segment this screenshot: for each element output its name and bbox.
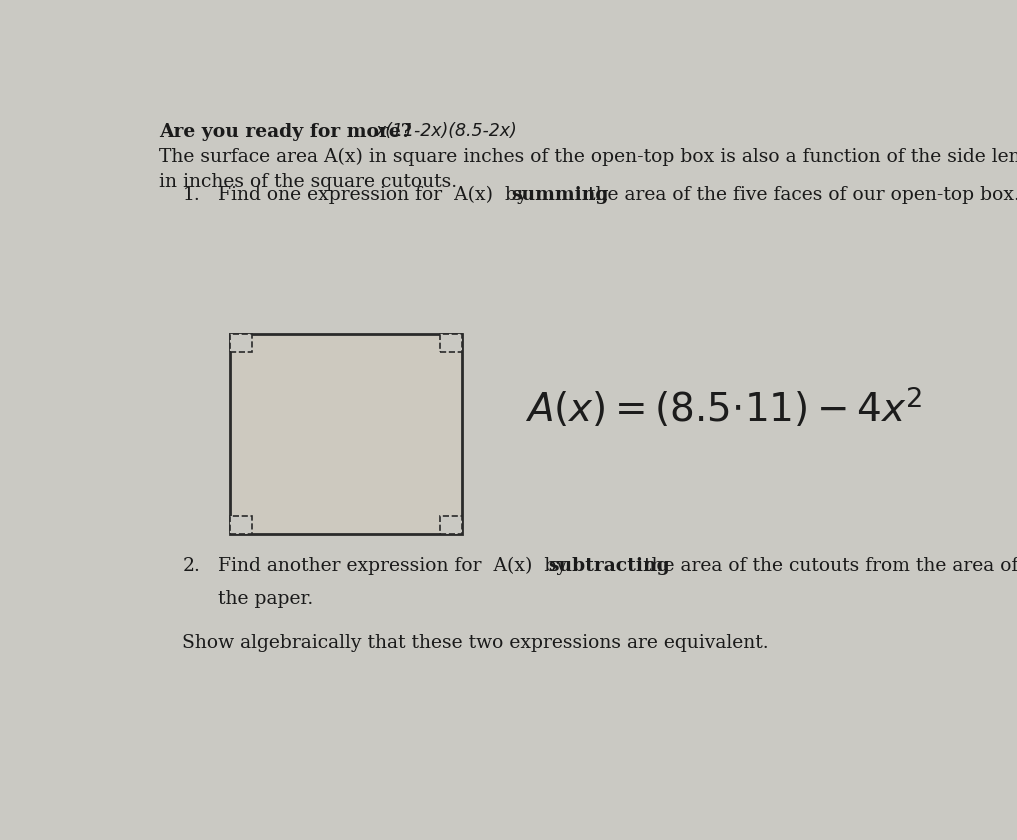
Text: the area of the cutouts from the area of: the area of the cutouts from the area of: [638, 557, 1017, 575]
Bar: [230, 333, 251, 352]
Text: the paper.: the paper.: [218, 591, 313, 608]
Text: Show algebraically that these two expressions are equivalent.: Show algebraically that these two expres…: [182, 634, 769, 653]
Text: $A(x)=(8.5{\cdot}11)-4x^2$: $A(x)=(8.5{\cdot}11)-4x^2$: [525, 386, 922, 430]
Text: 2.: 2.: [182, 557, 200, 575]
Bar: [440, 516, 462, 534]
Text: the area of the five faces of our open-top box.: the area of the five faces of our open-t…: [582, 186, 1017, 204]
Text: summing: summing: [511, 186, 608, 204]
Text: Find one expression for  A(x)  by: Find one expression for A(x) by: [218, 186, 533, 204]
Bar: [230, 333, 462, 534]
Text: Find another expression for  A(x)  by: Find another expression for A(x) by: [218, 557, 573, 575]
Text: subtracting: subtracting: [548, 557, 670, 575]
Bar: [440, 333, 462, 352]
Text: 1.: 1.: [182, 186, 200, 204]
Text: The surface area A(x) in square inches of the open-top box is also a function of: The surface area A(x) in square inches o…: [159, 147, 1017, 192]
Bar: [230, 516, 251, 534]
Text: x(11-2x)(8.5-2x): x(11-2x)(8.5-2x): [375, 122, 518, 140]
Text: Are you ready for more?: Are you ready for more?: [159, 123, 412, 141]
